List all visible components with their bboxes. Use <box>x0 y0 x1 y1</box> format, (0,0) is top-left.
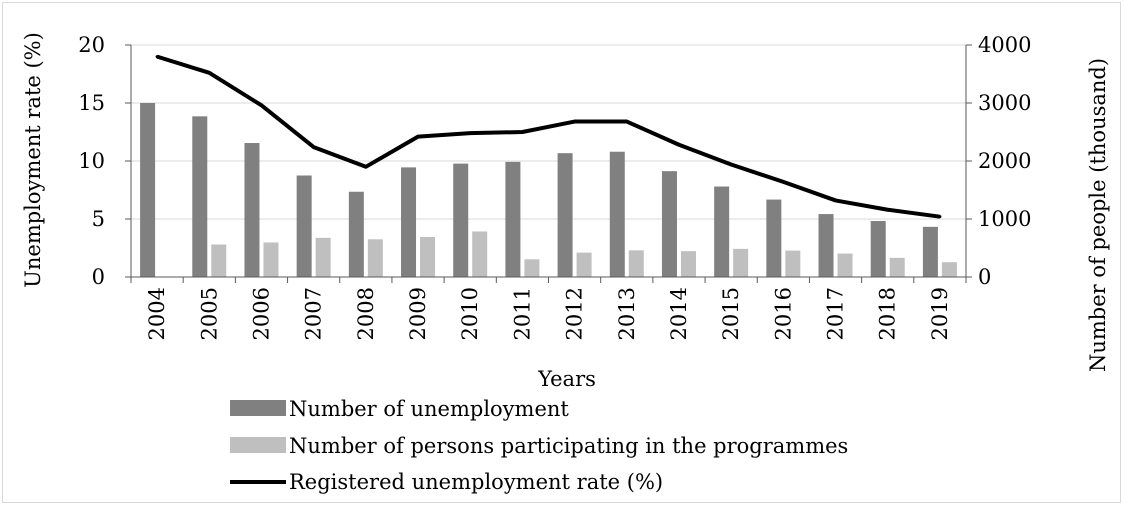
x-tick-label: 2011 <box>510 287 534 340</box>
line-point <box>259 103 263 107</box>
y2-tick-label: 3000 <box>978 91 1031 115</box>
bar-unemployment <box>401 167 417 277</box>
bar-marks <box>140 103 957 277</box>
bar-programmes <box>941 262 957 277</box>
axes <box>125 44 972 283</box>
y-tick-label: 20 <box>78 33 105 57</box>
x-tick-label: 2010 <box>458 287 482 340</box>
line-point <box>729 162 733 166</box>
bar-programmes <box>367 239 383 277</box>
bar-unemployment <box>922 226 938 277</box>
line-point <box>834 198 838 202</box>
bar-unemployment <box>192 116 208 277</box>
x-tick-label: 2013 <box>615 287 639 340</box>
y-tick-label: 0 <box>92 265 105 289</box>
x-tick-label: 2019 <box>928 287 952 340</box>
bar-programmes <box>315 237 331 277</box>
x-tick-label: 2015 <box>719 287 743 340</box>
bar-programmes <box>889 257 905 277</box>
bar-unemployment <box>140 103 156 277</box>
x-tick-label: 2017 <box>824 287 848 340</box>
line-point <box>938 215 942 219</box>
bar-programmes <box>211 244 227 277</box>
bar-programmes <box>680 251 696 277</box>
x-tick-label: 2007 <box>302 287 326 340</box>
legend: Number of unemployment Number of persons… <box>230 397 848 494</box>
line-point <box>625 120 629 124</box>
x-axis-label: Years <box>537 367 596 391</box>
x-tick-label: 2009 <box>406 287 430 340</box>
x-tick-label: 2018 <box>876 287 900 340</box>
legend-label-programmes: Number of persons participating in the p… <box>289 434 848 458</box>
bar-unemployment <box>818 214 834 277</box>
bar-unemployment <box>244 143 260 277</box>
line-point <box>520 130 524 134</box>
bar-unemployment <box>870 221 886 277</box>
line-point <box>573 120 577 124</box>
y-axis-label: Unemployment rate (%) <box>21 32 45 288</box>
line-point <box>364 165 368 169</box>
line-marks <box>155 54 942 219</box>
y2-tick-label: 2000 <box>978 149 1031 173</box>
x-tick-label: 2016 <box>771 287 795 340</box>
bar-programmes <box>524 259 540 277</box>
bar-unemployment <box>609 151 625 277</box>
bar-programmes <box>628 250 644 277</box>
bar-programmes <box>733 248 749 277</box>
x-tick-label: 2008 <box>354 287 378 340</box>
legend-swatch-programmes <box>230 437 286 453</box>
x-tick-label: 2014 <box>667 287 691 340</box>
bar-unemployment <box>348 191 364 277</box>
bar-unemployment <box>714 186 730 277</box>
bar-unemployment <box>661 171 677 277</box>
y2-axis-label: Number of people (thousand) <box>1086 58 1110 372</box>
line-point <box>468 131 472 135</box>
line-registered-rate <box>156 54 941 219</box>
bar-unemployment <box>296 175 312 277</box>
bar-programmes <box>837 253 853 277</box>
legend-label-rate: Registered unemployment rate (%) <box>289 470 663 494</box>
bar-unemployment <box>453 163 469 277</box>
legend-swatch-unemployment <box>230 400 286 416</box>
x-tick-label: 2012 <box>563 287 587 340</box>
y-tick-label: 5 <box>92 207 105 231</box>
line-point <box>207 71 211 75</box>
bar-unemployment <box>557 153 573 277</box>
line-point <box>312 145 316 149</box>
x-tick-label: 2005 <box>197 287 221 340</box>
bar-programmes <box>420 236 436 277</box>
bar-programmes <box>785 250 801 277</box>
y-tick-label: 15 <box>78 91 105 115</box>
bar-unemployment <box>766 199 782 277</box>
y-tick-label: 10 <box>78 149 105 173</box>
line-point <box>886 208 890 212</box>
x-tick-label: 2004 <box>145 287 169 340</box>
y2-tick-label: 4000 <box>978 33 1031 57</box>
line-point <box>416 135 420 139</box>
bar-unemployment <box>505 161 521 277</box>
bar-programmes <box>472 231 488 277</box>
line-point <box>781 180 785 184</box>
legend-label-unemployment: Number of unemployment <box>289 397 569 421</box>
x-tick-label: 2006 <box>249 287 273 340</box>
bar-programmes <box>263 242 279 277</box>
tick-labels: 0 5 10 15 20 0 1000 2000 3000 4000 2004 2005 2006 200… <box>78 33 1031 340</box>
bar-programmes <box>576 252 592 277</box>
line-point <box>155 55 159 59</box>
line-point <box>677 143 681 147</box>
y2-tick-label: 1000 <box>978 207 1031 231</box>
y2-tick-label: 0 <box>978 265 991 289</box>
